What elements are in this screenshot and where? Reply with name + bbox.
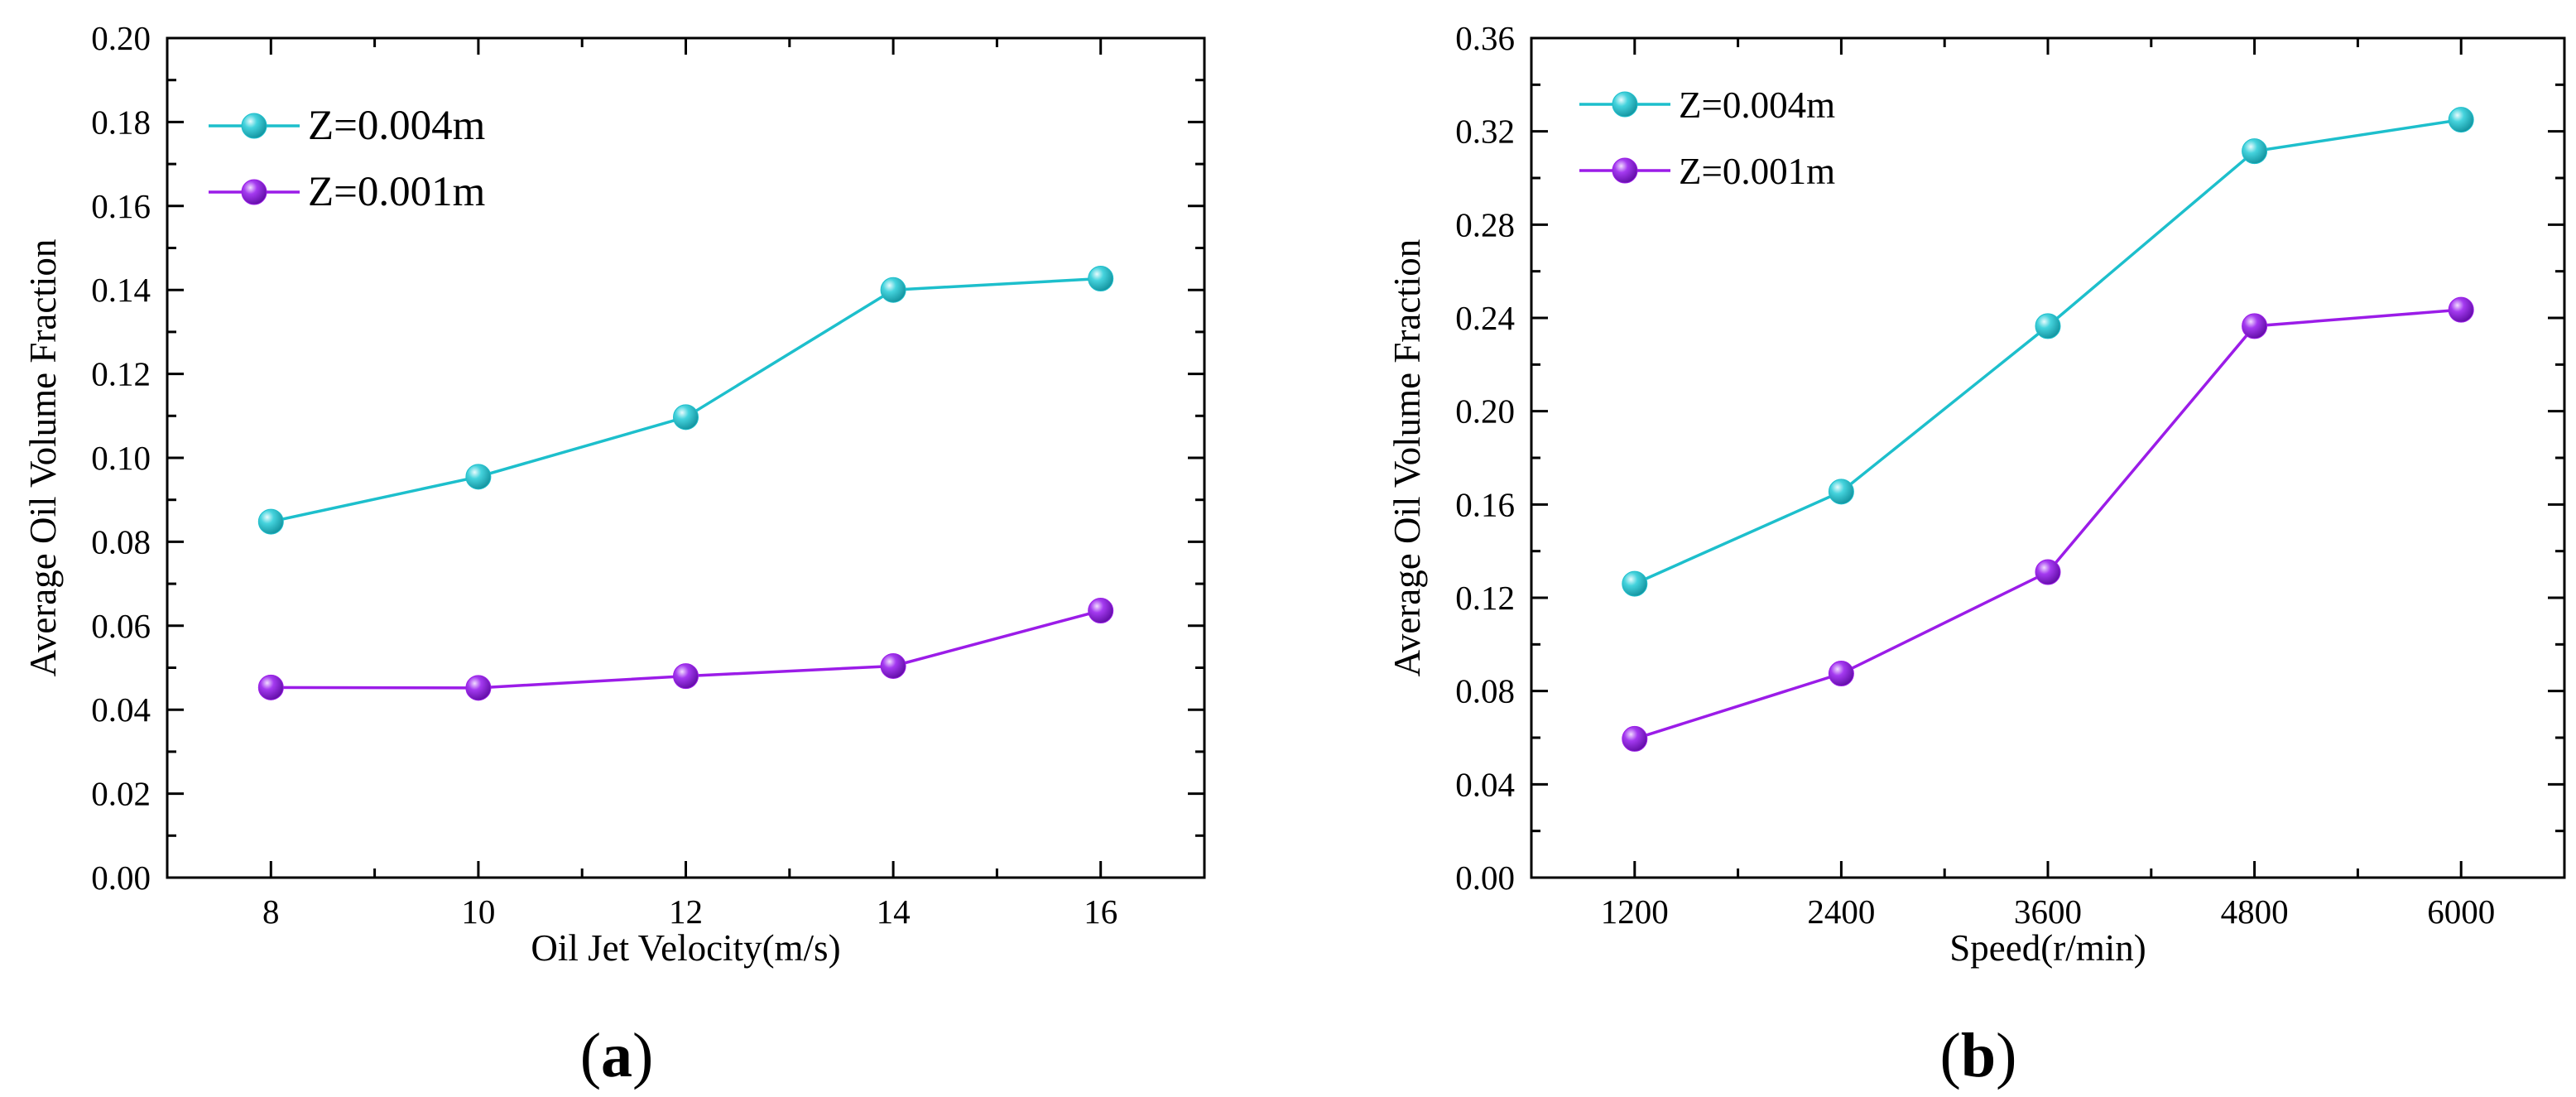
y-tick-label: 0.02: [91, 775, 151, 813]
y-tick-label: 0.10: [91, 439, 151, 477]
data-point-series-2: [1828, 661, 1854, 687]
data-point-series-2: [2035, 559, 2061, 585]
y-tick-label: 0.04: [91, 690, 151, 729]
data-point-series-2: [673, 663, 699, 690]
y-axis-label: Average Oil Volume Fraction: [22, 239, 64, 677]
data-point-series-2: [1622, 725, 1648, 752]
legend-label: Z=0.004m: [308, 103, 485, 149]
x-tick-label: 8: [262, 893, 280, 931]
y-tick-label: 0.08: [91, 522, 151, 561]
data-point-series-1: [880, 277, 906, 303]
y-tick-label: 0.04: [1455, 765, 1515, 803]
x-tick-label: 6000: [2427, 893, 2495, 931]
y-tick-label: 0.12: [91, 355, 151, 393]
y-tick-label: 0.12: [1455, 579, 1515, 617]
chart-panel-a: 0.00 0.02 0.04 0.06 0.08 0.10 0.12 0.14 0.16 0.18…: [22, 19, 1206, 969]
data-point-series-1: [465, 464, 492, 490]
data-point-series-1: [673, 404, 699, 431]
data-point-series-1: [1088, 266, 1114, 292]
y-tick-label: 0.16: [1455, 485, 1515, 523]
legend-marker: [241, 179, 267, 205]
series-line-1: [270, 277, 1101, 523]
y-tick-label: 0.18: [91, 103, 151, 141]
y-axis-label: Average Oil Volume Fraction: [1387, 239, 1428, 677]
panel-label-b: (b): [1940, 1021, 2017, 1090]
y-tick-label: 0.32: [1455, 113, 1515, 151]
y-tick-label: 0.20: [1455, 392, 1515, 431]
x-tick-label: 1200: [1601, 893, 1669, 931]
x-tick-label: 16: [1084, 893, 1117, 931]
x-axis-label: Oil Jet Velocity(m/s): [531, 927, 840, 969]
y-tick-label: 0.00: [91, 859, 151, 897]
y-tick-label: 0.00: [1455, 859, 1515, 897]
data-point-series-2: [465, 675, 492, 701]
legend-marker: [1612, 157, 1638, 184]
data-point-series-2: [257, 674, 284, 700]
y-tick-label: 0.14: [91, 271, 151, 309]
legend-marker: [1612, 91, 1638, 118]
data-point-series-2: [880, 652, 906, 679]
data-point-series-1: [257, 508, 284, 535]
x-tick-label: 14: [877, 893, 911, 931]
legend-marker: [241, 113, 267, 139]
x-tick-label: 3600: [2014, 893, 2082, 931]
y-tick-label: 0.06: [91, 607, 151, 645]
data-point-series-2: [2242, 313, 2268, 339]
chart-panel-b: 0.00 0.04 0.08 0.12 0.16 0.20 0.24 0.28 0.32 0.36…: [1387, 19, 2566, 969]
y-tick-label: 0.08: [1455, 672, 1515, 710]
series-line-2: [1634, 308, 2462, 741]
x-tick-label: 4800: [2221, 893, 2289, 931]
y-tick-label: 0.36: [1455, 19, 1515, 57]
data-point-series-1: [1828, 479, 1854, 505]
y-tick-label: 0.24: [1455, 299, 1515, 337]
x-tick-label: 10: [461, 893, 495, 931]
data-point-series-1: [2035, 313, 2061, 339]
x-tick-label: 2400: [1807, 893, 1875, 931]
data-point-series-1: [2448, 107, 2474, 133]
x-tick-label: 12: [669, 893, 703, 931]
panel-label-a: (a): [580, 1021, 654, 1090]
data-point-series-1: [2242, 138, 2268, 165]
legend-label: Z=0.001m: [1679, 151, 1835, 192]
legend-label: Z=0.001m: [308, 169, 485, 215]
y-tick-label: 0.20: [91, 19, 151, 57]
y-tick-label: 0.28: [1455, 205, 1515, 243]
data-point-series-1: [1622, 570, 1648, 597]
legend-label: Z=0.004m: [1679, 84, 1835, 126]
plot-frame: [166, 36, 1206, 879]
data-point-series-2: [1088, 598, 1114, 624]
x-axis-label: Speed(r/min): [1949, 927, 2146, 969]
data-point-series-2: [2448, 296, 2474, 323]
y-tick-label: 0.16: [91, 187, 151, 225]
